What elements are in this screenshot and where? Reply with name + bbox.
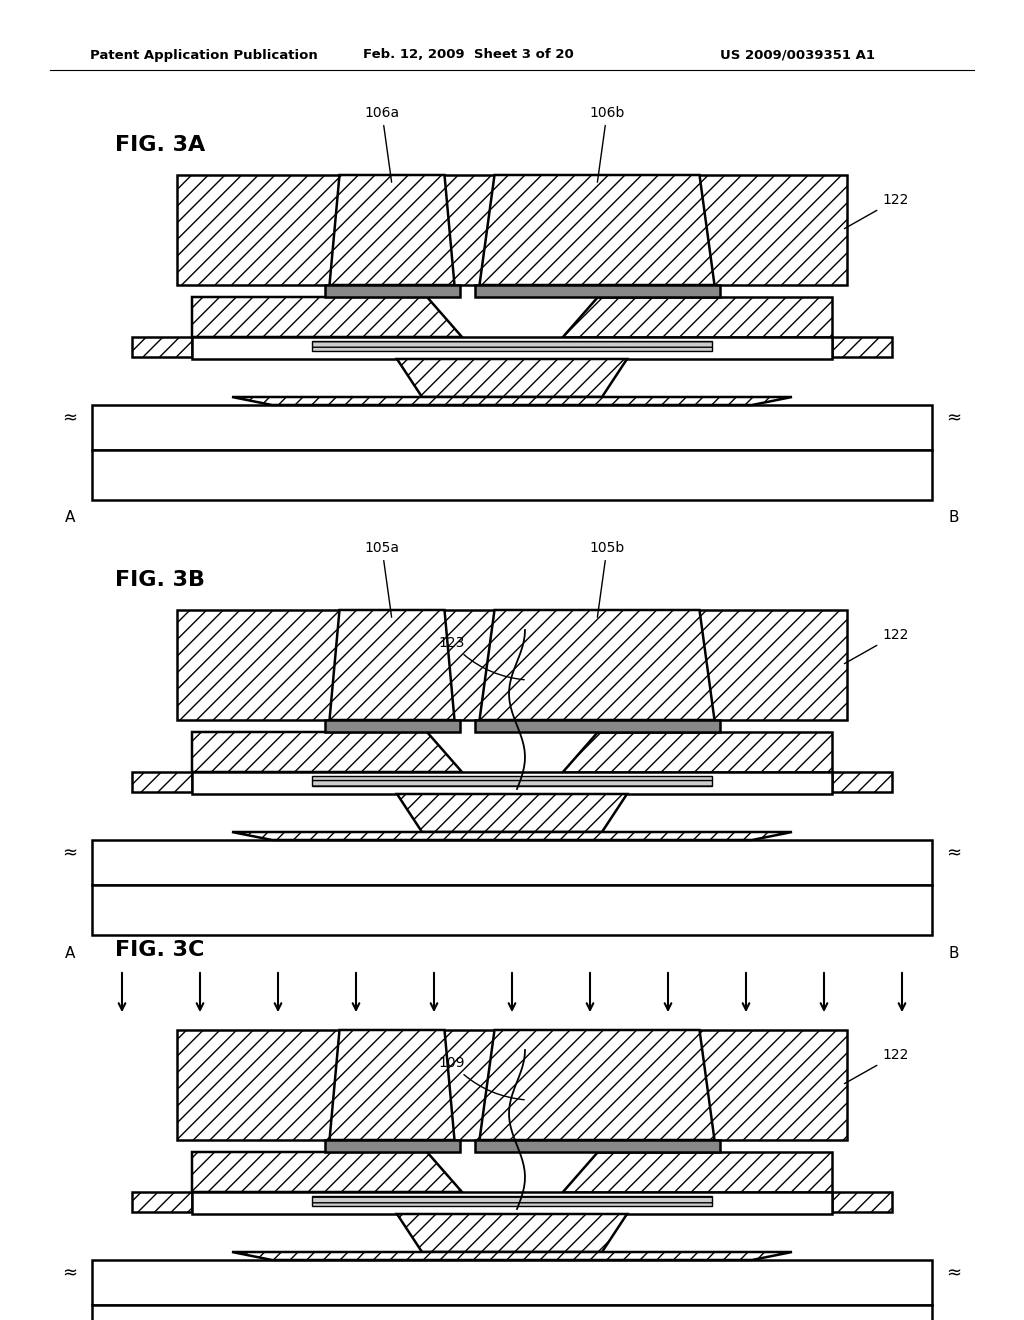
Text: B: B (949, 511, 959, 525)
Text: Feb. 12, 2009  Sheet 3 of 20: Feb. 12, 2009 Sheet 3 of 20 (362, 49, 573, 62)
Text: 105b: 105b (590, 541, 625, 618)
Text: 106b: 106b (590, 106, 625, 182)
Bar (193, 1192, 831, 1214)
Polygon shape (831, 337, 892, 356)
Polygon shape (132, 1192, 193, 1212)
Bar (92, 450, 932, 500)
Text: FIG. 3C: FIG. 3C (115, 940, 205, 960)
Polygon shape (330, 610, 455, 719)
Text: 123: 123 (439, 636, 524, 680)
Text: ≈: ≈ (946, 845, 962, 862)
Text: 106a: 106a (365, 106, 399, 182)
Text: Patent Application Publication: Patent Application Publication (90, 49, 317, 62)
Polygon shape (479, 1030, 715, 1140)
Polygon shape (232, 832, 792, 840)
Polygon shape (193, 733, 462, 772)
Text: US 2009/0039351 A1: US 2009/0039351 A1 (720, 49, 874, 62)
Text: ≈: ≈ (946, 1265, 962, 1283)
Bar (92, 405, 932, 450)
Polygon shape (831, 772, 892, 792)
Bar (92, 1305, 932, 1320)
Text: 122: 122 (845, 193, 908, 228)
Polygon shape (562, 297, 831, 337)
Bar (92, 840, 932, 884)
Polygon shape (232, 1251, 792, 1261)
Polygon shape (177, 176, 847, 285)
Text: 109: 109 (438, 1056, 524, 1100)
Text: B: B (949, 945, 959, 961)
Bar (325, 1140, 460, 1152)
Polygon shape (193, 297, 462, 337)
Polygon shape (132, 772, 193, 792)
Polygon shape (479, 176, 715, 285)
Polygon shape (397, 359, 627, 397)
Text: A: A (65, 945, 75, 961)
Polygon shape (232, 397, 792, 405)
Polygon shape (397, 795, 627, 832)
Bar (312, 341, 712, 351)
Polygon shape (177, 1030, 847, 1140)
Text: FIG. 3B: FIG. 3B (115, 570, 205, 590)
Text: ≈: ≈ (62, 1265, 78, 1283)
Polygon shape (132, 337, 193, 356)
Text: FIG. 3A: FIG. 3A (115, 135, 205, 154)
Text: 122: 122 (845, 1048, 908, 1084)
Bar (193, 772, 831, 795)
Text: ≈: ≈ (62, 409, 78, 428)
Bar (92, 884, 932, 935)
Bar (92, 1261, 932, 1305)
Polygon shape (177, 610, 847, 719)
Bar (325, 285, 460, 297)
Polygon shape (330, 1030, 455, 1140)
Polygon shape (330, 176, 455, 285)
Bar (474, 719, 720, 733)
Bar (474, 285, 720, 297)
Polygon shape (562, 733, 831, 772)
Text: ≈: ≈ (946, 409, 962, 428)
Bar (312, 1196, 712, 1206)
Bar (193, 337, 831, 359)
Text: A: A (65, 511, 75, 525)
Polygon shape (193, 1152, 462, 1192)
Text: ≈: ≈ (62, 845, 78, 862)
Text: 122: 122 (845, 628, 908, 664)
Polygon shape (831, 1192, 892, 1212)
Bar (474, 1140, 720, 1152)
Polygon shape (479, 610, 715, 719)
Text: 105a: 105a (365, 541, 399, 618)
Bar (325, 719, 460, 733)
Polygon shape (397, 1214, 627, 1251)
Polygon shape (562, 1152, 831, 1192)
Bar (312, 776, 712, 785)
